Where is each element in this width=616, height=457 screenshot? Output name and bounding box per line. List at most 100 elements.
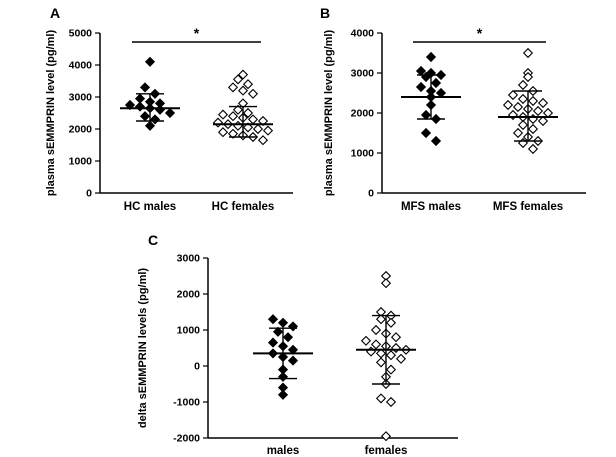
y-tick-label: 1000 xyxy=(177,325,201,337)
open-diamond-point xyxy=(537,115,549,127)
open-diamond-point xyxy=(237,69,249,80)
open-diamond-point xyxy=(237,85,249,96)
y-tick-label: 3000 xyxy=(177,253,201,265)
panel-b-letter: B xyxy=(320,5,331,21)
open-diamond-point xyxy=(370,339,382,350)
filled-diamond-point xyxy=(139,111,151,122)
open-diamond-point xyxy=(247,114,259,125)
open-diamond-point xyxy=(375,357,387,368)
y-tick-label: -1000 xyxy=(173,397,200,409)
open-diamond-point xyxy=(537,97,549,109)
open-diamond-point xyxy=(252,123,264,135)
open-diamond-point xyxy=(217,109,229,120)
open-diamond-point xyxy=(375,314,387,325)
category-label: MFS males xyxy=(401,201,461,213)
open-diamond-point xyxy=(512,101,524,113)
open-diamond-point xyxy=(365,346,377,357)
open-diamond-point xyxy=(242,107,254,119)
open-diamond-point xyxy=(360,335,372,346)
filled-diamond-point xyxy=(415,81,427,93)
open-diamond-point xyxy=(217,127,229,138)
y-tick-label: 2000 xyxy=(177,289,201,301)
open-diamond-point xyxy=(527,143,539,155)
filled-diamond-point xyxy=(430,135,442,147)
y-tick-label: 3000 xyxy=(351,68,375,80)
open-diamond-point xyxy=(527,123,539,135)
filled-diamond-point xyxy=(282,332,294,343)
open-diamond-point xyxy=(227,111,239,122)
y-axis-title: plasma sEMMPRIN level (pg/ml) xyxy=(323,30,335,197)
open-diamond-point xyxy=(395,353,407,364)
open-diamond-point xyxy=(502,99,514,111)
y-axis-title: plasma sEMMPRIN level (pg/ml) xyxy=(45,30,57,197)
filled-diamond-point xyxy=(277,389,289,400)
panel-c-chart: -2000 -1000 0 1000 2000 3000 delta sEMMPRIN le… xyxy=(137,253,458,457)
category-label: males xyxy=(267,445,300,457)
filled-diamond-point xyxy=(277,317,289,328)
open-diamond-point xyxy=(262,125,274,136)
open-diamond-point xyxy=(385,396,397,408)
open-diamond-point xyxy=(385,364,397,375)
filled-diamond-point xyxy=(154,104,166,115)
filled-diamond-point xyxy=(287,321,299,332)
significance-star: * xyxy=(477,25,483,41)
y-tick-label: 2000 xyxy=(69,124,93,136)
filled-diamond-point xyxy=(144,56,156,67)
open-diamond-point xyxy=(532,105,544,117)
filled-diamond-point xyxy=(420,127,432,139)
category-label: HC females xyxy=(212,201,275,213)
filled-diamond-point xyxy=(124,99,136,111)
filled-diamond-point xyxy=(287,355,299,366)
y-tick-label: 1000 xyxy=(69,156,93,168)
open-diamond-point xyxy=(390,342,402,354)
filled-diamond-point xyxy=(164,107,176,119)
open-diamond-point xyxy=(517,93,529,105)
open-diamond-point xyxy=(507,109,519,121)
open-diamond-point xyxy=(527,113,539,125)
open-diamond-point xyxy=(257,135,269,146)
open-diamond-point xyxy=(522,47,534,59)
open-diamond-point xyxy=(232,120,244,131)
panel-a-chart: 0 1000 2000 3000 4000 5000 plasma sEMMPRIN lev… xyxy=(45,25,293,213)
open-diamond-point xyxy=(517,79,529,91)
open-diamond-point xyxy=(385,350,397,361)
open-diamond-point xyxy=(232,104,244,115)
filled-diamond-point xyxy=(425,51,437,63)
filled-diamond-point xyxy=(149,114,161,125)
open-diamond-point xyxy=(212,117,224,128)
open-diamond-point xyxy=(522,71,534,83)
panel-a-letter: A xyxy=(50,5,61,21)
open-diamond-point xyxy=(370,324,382,336)
y-tick-label: -2000 xyxy=(173,433,200,445)
open-diamond-point xyxy=(507,89,519,101)
y-tick-label: 0 xyxy=(86,188,92,200)
open-diamond-point xyxy=(232,74,244,85)
y-tick-label: 0 xyxy=(194,361,200,373)
open-diamond-point xyxy=(380,431,392,442)
significance-star: * xyxy=(194,25,200,41)
filled-diamond-point xyxy=(267,314,279,325)
filled-diamond-point xyxy=(144,120,156,131)
category-label: MFS females xyxy=(493,201,563,213)
open-diamond-point xyxy=(247,88,259,99)
filled-diamond-point xyxy=(430,77,442,89)
open-diamond-point xyxy=(257,115,269,127)
y-tick-label: 1000 xyxy=(351,148,375,160)
open-diamond-point xyxy=(375,393,387,404)
open-diamond-point xyxy=(242,122,254,133)
filled-diamond-point xyxy=(267,337,279,348)
open-diamond-point xyxy=(380,278,392,289)
filled-diamond-point xyxy=(420,109,432,121)
y-tick-label: 3000 xyxy=(69,92,93,104)
open-diamond-point xyxy=(517,119,529,131)
filled-diamond-point xyxy=(134,101,146,112)
y-tick-label: 4000 xyxy=(351,28,375,40)
open-diamond-point xyxy=(242,79,254,90)
open-diamond-point xyxy=(527,95,539,107)
open-diamond-point xyxy=(512,127,524,139)
category-label: HC males xyxy=(124,201,176,213)
filled-diamond-point xyxy=(139,82,151,93)
category-label: females xyxy=(365,445,408,457)
open-diamond-point xyxy=(385,317,397,328)
